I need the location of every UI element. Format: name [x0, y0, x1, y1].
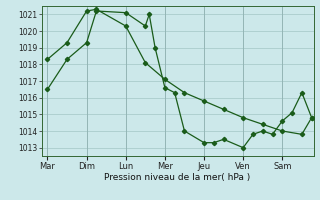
X-axis label: Pression niveau de la mer( hPa ): Pression niveau de la mer( hPa ) — [104, 173, 251, 182]
